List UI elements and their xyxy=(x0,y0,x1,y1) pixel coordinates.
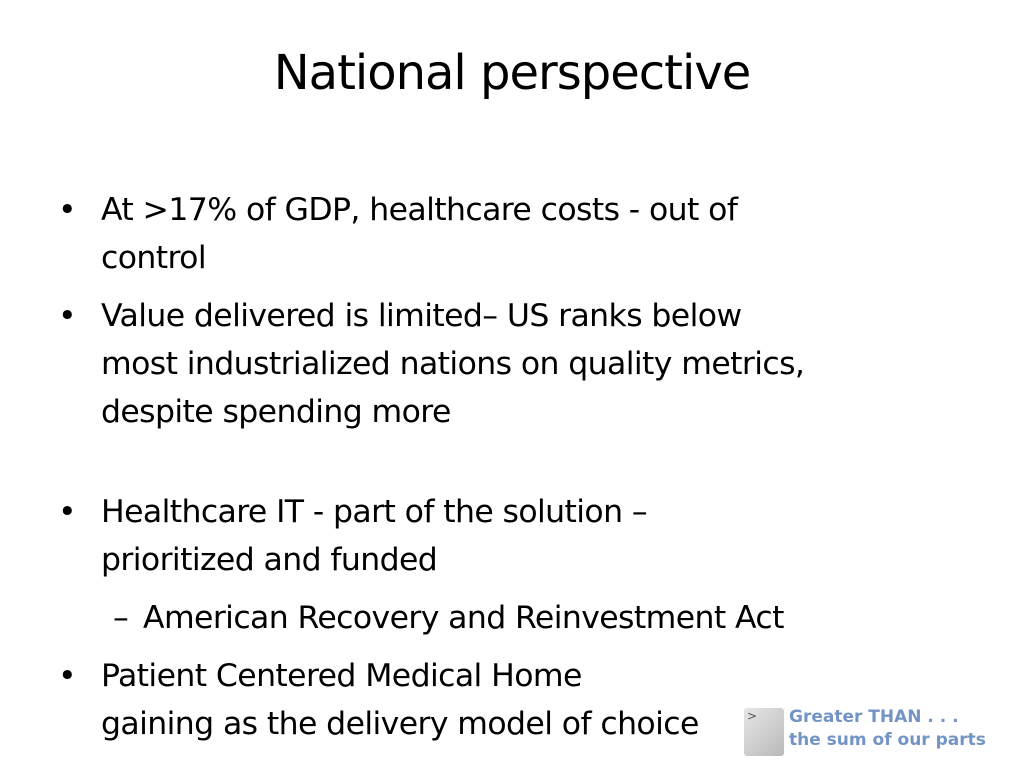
bullet-glyph: • xyxy=(58,494,77,530)
bullet-item-pcmh: • Patient Centered Medical Home gaining … xyxy=(58,652,978,748)
logo-line-1: Greater THAN . . . xyxy=(789,707,959,727)
bullet-line: most industrialized nations on quality m… xyxy=(101,346,805,382)
bullet-glyph: • xyxy=(58,192,77,228)
slide-title: National perspective xyxy=(273,45,752,101)
bullet-line: prioritized and funded xyxy=(101,542,438,578)
bullet-glyph: • xyxy=(58,658,77,694)
logo-line-2: the sum of our parts xyxy=(789,730,986,750)
bullet-item-healthcare-it: • Healthcare IT - part of the solution –… xyxy=(58,488,978,584)
dash-glyph: – xyxy=(113,600,129,636)
sub-bullet-arra: – American Recovery and Reinvestment Act xyxy=(58,594,978,642)
logo-text: Greater THAN . . . the sum of our parts xyxy=(789,706,986,752)
logo-mark: > xyxy=(744,708,784,756)
bullet-line: Patient Centered Medical Home xyxy=(101,658,582,694)
bullet-line: control xyxy=(101,240,207,276)
bullet-line: At >17% of GDP, healthcare costs - out o… xyxy=(101,192,738,228)
footer-logo: > Greater THAN . . . the sum of our part… xyxy=(744,706,1022,760)
bullet-glyph: • xyxy=(58,298,77,334)
bullet-line: Healthcare IT - part of the solution – xyxy=(101,494,648,530)
sub-bullet-text: American Recovery and Reinvestment Act xyxy=(143,600,784,636)
bullet-item-gdp: • At >17% of GDP, healthcare costs - out… xyxy=(58,186,978,282)
bullet-line: Value delivered is limited– US ranks bel… xyxy=(101,298,742,334)
bullet-line: gaining as the delivery model of choice xyxy=(101,706,699,742)
bullet-item-value: • Value delivered is limited– US ranks b… xyxy=(58,292,978,436)
bullet-list: • At >17% of GDP, healthcare costs - out… xyxy=(58,186,978,758)
bullet-line: despite spending more xyxy=(101,394,451,430)
chevron-right-icon: > xyxy=(747,709,758,723)
